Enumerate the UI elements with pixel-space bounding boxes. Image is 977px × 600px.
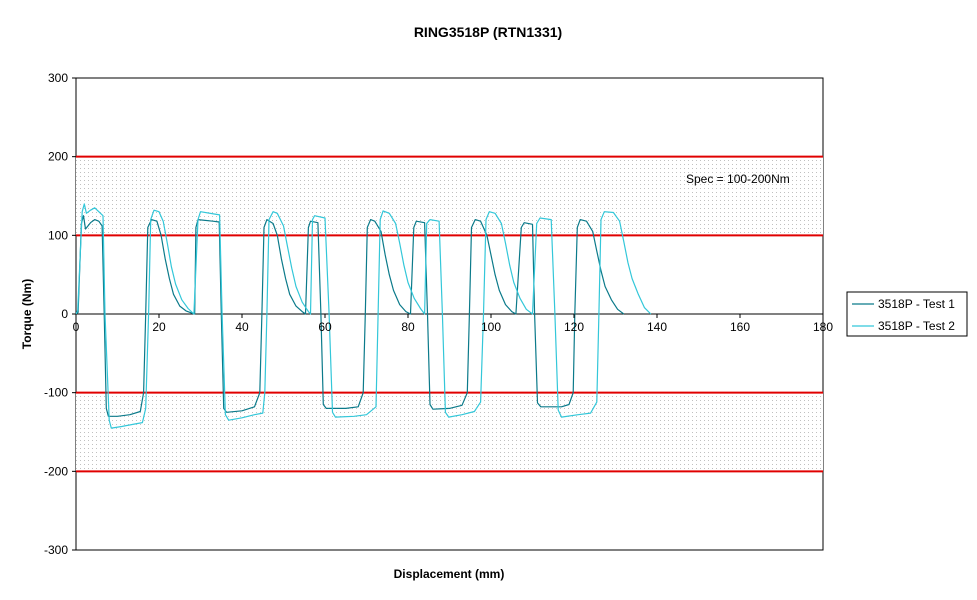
legend: 3518P - Test 1 3518P - Test 2 <box>846 291 968 337</box>
x-tick-label: 160 <box>730 320 750 334</box>
spec-band-negative <box>76 392 823 472</box>
series-line-test-2 <box>75 203 652 429</box>
y-tick-label: 0 <box>61 307 68 321</box>
x-tick-label: 0 <box>73 320 80 334</box>
y-tick-label: -100 <box>44 386 68 400</box>
x-tick-label: 140 <box>647 320 667 334</box>
x-tick-label: 100 <box>481 320 501 334</box>
chart-title: RING3518P (RTN1331) <box>414 24 562 40</box>
y-tick-label: -300 <box>44 543 68 557</box>
legend-label-test-2: 3518P - Test 2 <box>878 319 955 333</box>
x-axis-label: Displacement (mm) <box>394 567 505 581</box>
y-tick-label: 300 <box>48 71 68 85</box>
y-axis-label: Torque (Nm) <box>20 279 34 349</box>
legend-label-test-1: 3518P - Test 1 <box>878 297 955 311</box>
y-tick-label: 200 <box>48 150 68 164</box>
x-tick-label: 120 <box>564 320 584 334</box>
x-tick-label: 20 <box>152 320 166 334</box>
x-tick-label: 60 <box>318 320 332 334</box>
legend-box <box>846 291 968 337</box>
x-tick-label: 40 <box>235 320 249 334</box>
series-line-test-1 <box>75 215 625 417</box>
x-tick-label: 180 <box>813 320 833 334</box>
spec-annotation: Spec = 100-200Nm <box>686 172 790 186</box>
y-tick-label: -200 <box>44 464 68 478</box>
plot-area <box>75 77 824 551</box>
x-tick-label: 80 <box>401 320 415 334</box>
y-tick-label: 100 <box>48 228 68 242</box>
spec-band-positive <box>76 156 823 236</box>
